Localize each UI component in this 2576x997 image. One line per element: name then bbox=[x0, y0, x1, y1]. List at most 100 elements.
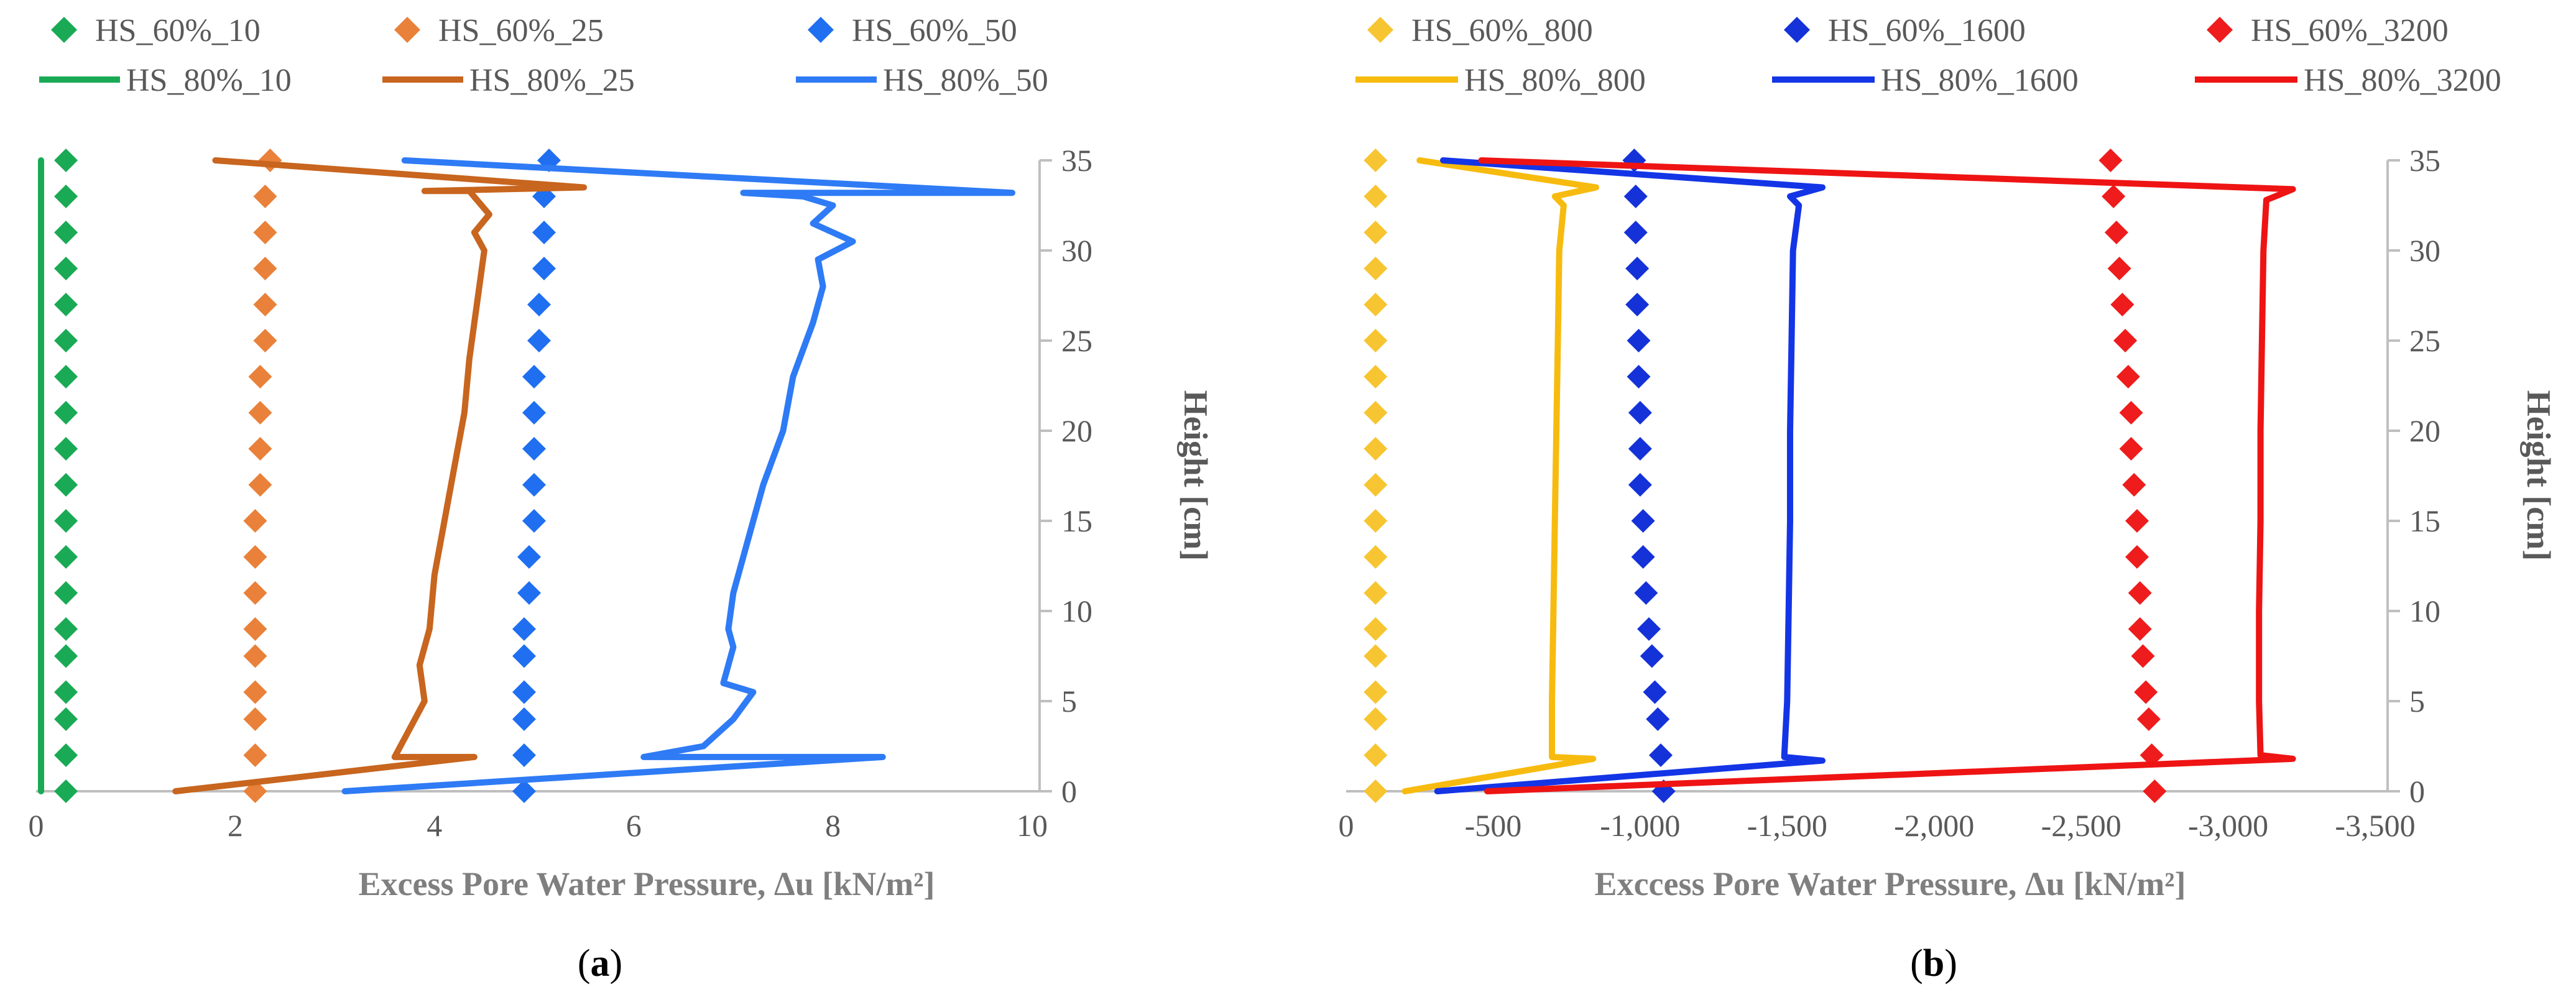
panel-b-hs-60-800-point bbox=[1364, 149, 1388, 172]
panel-a-hs-80-25-line bbox=[172, 157, 588, 794]
panel-b-legend: HS_60%_800 HS_60%_1600 HS_60%_3200 HS_80%_8… bbox=[1355, 13, 2501, 98]
panel-a-hs-60-25-point bbox=[253, 221, 277, 244]
panel-b-hs-60-800-point bbox=[1364, 185, 1388, 208]
panel-b-hs-60-1600-point bbox=[1643, 680, 1667, 704]
panel-a-hs-60-50-point bbox=[527, 329, 552, 352]
panel-a-x-tick-label: 2 bbox=[228, 808, 243, 843]
panel-b-hs-60-800-point bbox=[1364, 617, 1388, 641]
panel-b-hs-60-3200-point bbox=[2107, 257, 2131, 280]
panel-a-hs-60-10-point bbox=[54, 221, 78, 244]
panel-a-y-tick-label: 0 bbox=[1061, 774, 1077, 809]
panel-b-hs-60-1600-point bbox=[1625, 257, 1650, 280]
panel-a-legend: HS_60%_10 HS_60%_25 HS_60%_50 HS_80%_10 HS_8… bbox=[39, 13, 1048, 98]
panel-b-hs-60-1600-point bbox=[1623, 221, 1648, 244]
panel-a-x-tick-label: 0 bbox=[29, 808, 44, 843]
panel-b-hs-60-800-point bbox=[1364, 473, 1388, 497]
panel-b-hs-60-1600-point bbox=[1634, 581, 1658, 605]
panel-a-hs-60-25-point bbox=[243, 743, 267, 767]
panel-a-legend-hs-60-10-swatch bbox=[51, 17, 77, 43]
panel-a-x-tick-label: 8 bbox=[825, 808, 841, 843]
panel-a-x-axis-label: Excess Pore Water Pressure, Δu [kN/m²] bbox=[359, 865, 935, 903]
panel-b-hs-60-1600-point bbox=[1628, 437, 1652, 461]
panel-a-y-tick-label: 10 bbox=[1061, 594, 1092, 628]
panel-b-hs-60-3200-point bbox=[2134, 680, 2158, 704]
panel-b-hs-60-3200-point bbox=[2136, 707, 2161, 731]
panel-b-hs-60-3200-point bbox=[2128, 581, 2152, 605]
panel-a-hs-60-25-point bbox=[248, 437, 272, 461]
panel-a-hs-60-50-point bbox=[517, 545, 541, 569]
panel-b-legend-hs-80-1600-label: HS_80%_1600 bbox=[1881, 63, 2079, 98]
panel-b-legend-hs-80-3200-label: HS_80%_3200 bbox=[2304, 63, 2501, 98]
panel-b-hs-60-3200-point bbox=[2119, 437, 2143, 461]
panel-b-y-tick-label: 15 bbox=[2409, 503, 2440, 538]
panel-b-hs-60-800-point bbox=[1364, 509, 1388, 533]
panel-b-hs-60-800-point bbox=[1364, 221, 1388, 244]
panel-b-hs-60-3200-point bbox=[2125, 545, 2149, 569]
panel-a-y-tick-label: 30 bbox=[1061, 233, 1092, 268]
panel-b-hs-60-3200-point bbox=[2098, 149, 2123, 172]
panel-a-legend-hs-60-50-swatch bbox=[808, 17, 834, 43]
panel-b-hs-60-800-point bbox=[1364, 437, 1388, 461]
panel-a-hs-60-50-point bbox=[522, 365, 546, 388]
panel-b-y-tick-label: 20 bbox=[2409, 413, 2440, 448]
panel-a-y-tick-label: 35 bbox=[1061, 143, 1092, 178]
panel-a-legend-hs-80-50-label: HS_80%_50 bbox=[883, 63, 1048, 98]
panel-b-hs-60-3200-point bbox=[2102, 185, 2126, 208]
panel-a-hs-60-10-point bbox=[54, 581, 78, 605]
panel-a-hs-60-10-point bbox=[54, 401, 78, 425]
panel-b-y-tick-label: 0 bbox=[2409, 774, 2425, 809]
panel-b-hs-60-3200-point bbox=[2143, 779, 2167, 803]
panel-b-hs-80-1600-line bbox=[1434, 157, 1826, 794]
panel-b-plot-area bbox=[1364, 149, 2296, 803]
panel-b-legend-hs-60-800-swatch bbox=[1367, 17, 1393, 43]
panel-b-hs-60-1600-point bbox=[1631, 545, 1655, 569]
panel-a-hs-60-10-point bbox=[54, 329, 78, 352]
panel-a-hs-60-10-point bbox=[54, 617, 78, 641]
panel-b-hs-60-1600-point bbox=[1627, 365, 1651, 388]
panel-b-hs-60-1600-point bbox=[1628, 473, 1652, 497]
panel-b-x-tick-label: 0 bbox=[1339, 808, 1354, 843]
panel-a-plot-area bbox=[38, 149, 1015, 803]
panel-b-hs-60-800-point bbox=[1364, 329, 1388, 352]
panel-b-hs-60-800-point bbox=[1364, 680, 1388, 704]
panel-a-hs-60-25-point bbox=[243, 680, 267, 704]
panel-b-hs-60-800-point bbox=[1364, 743, 1388, 767]
panel-b-hs-60-1600-point bbox=[1637, 617, 1661, 641]
panel-a-legend-hs-60-50-label: HS_60%_50 bbox=[852, 13, 1017, 48]
panel-b-hs-60-800-point bbox=[1364, 707, 1388, 731]
panel-b-hs-60-1600-point bbox=[1648, 743, 1673, 767]
panel-a-hs-60-10-point bbox=[54, 779, 78, 803]
panel-a-hs-60-25-point bbox=[258, 149, 282, 172]
panel-b-x-tick-label: -2,000 bbox=[1894, 808, 1974, 843]
panel-b-x-tick-label: -3,000 bbox=[2188, 808, 2268, 843]
panel-a-hs-60-10-point bbox=[54, 644, 78, 668]
panel-b-legend-hs-60-1600-label: HS_60%_1600 bbox=[1828, 13, 2026, 48]
panel-a-hs-60-25-point bbox=[243, 509, 267, 533]
panel-a-hs-60-50-point bbox=[522, 509, 546, 533]
panel-b-legend-hs-80-800-label: HS_80%_800 bbox=[1464, 63, 1646, 98]
panel-a-hs-60-10-point bbox=[54, 743, 78, 767]
panel-a-hs-60-50-point bbox=[512, 644, 536, 668]
panel-b-y-tick-label: 35 bbox=[2409, 143, 2440, 178]
panel-a-y-tick-label: 5 bbox=[1061, 684, 1077, 719]
panel-b-legend-hs-60-1600-swatch bbox=[1784, 17, 1810, 43]
panel-a-hs-60-25-point bbox=[253, 293, 277, 316]
panel-b-y-tick-label: 10 bbox=[2409, 594, 2440, 628]
panel-b-y-axis-label: Height [cm] bbox=[2520, 390, 2557, 561]
panel-a-hs-60-10-point bbox=[54, 473, 78, 497]
panel-a-hs-60-50-point bbox=[522, 437, 546, 461]
panel-b-hs-60-1600-point bbox=[1627, 329, 1651, 352]
panel-a-hs-60-10-point bbox=[54, 185, 78, 208]
panel-a-hs-60-50-point bbox=[532, 257, 556, 280]
panel-a-x-tick-label: 10 bbox=[1017, 808, 1048, 843]
panel-b-hs-60-3200-point bbox=[2125, 509, 2149, 533]
panel-a-hs-60-50-point bbox=[522, 401, 546, 425]
panel-b-hs-60-800-point bbox=[1364, 644, 1388, 668]
panel-a-hs-60-50-point bbox=[512, 617, 536, 641]
panel-a-hs-60-25-point bbox=[243, 581, 267, 605]
panel-a-caption-label: (a) bbox=[578, 942, 622, 985]
panel-a-legend-hs-80-10-label: HS_80%_10 bbox=[126, 63, 292, 98]
panel-a-hs-60-25-point bbox=[253, 329, 277, 352]
panel-a-y-axis-label: Height [cm] bbox=[1177, 390, 1214, 561]
